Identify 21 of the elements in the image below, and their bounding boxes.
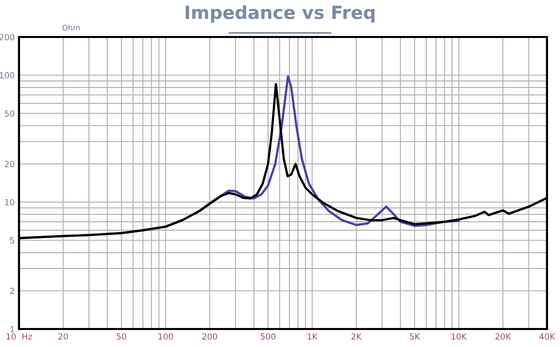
x-tick-label: 20: [58, 333, 68, 340]
x-tick-label: 1K: [308, 333, 318, 340]
chart-title: Impedance vs Freq: [186, 5, 374, 23]
y-tick-label: 2: [10, 288, 14, 294]
y-tick-label: 20: [4, 160, 14, 168]
x-tick-label: 5K: [410, 333, 420, 340]
x-tick-label: 20K: [495, 333, 512, 340]
y-tick-label: 10: [5, 199, 14, 206]
y-tick-label: 100: [0, 72, 14, 78]
x-tick-label: 10 Hz: [6, 333, 32, 340]
x-tick-label: 100: [158, 333, 173, 340]
x-tick-label: 500: [260, 333, 276, 340]
y-tick-label: 50: [4, 110, 14, 117]
x-tick-label: 2K: [352, 333, 362, 340]
x-tick-label: 40K: [539, 333, 556, 340]
x-tick-label: 10K: [452, 333, 467, 340]
y-tick-label: 1: [10, 326, 14, 332]
x-tick-label: 50: [116, 333, 126, 340]
y-tick-label: 5: [10, 237, 14, 244]
y-tick-label: 200: [0, 34, 14, 40]
x-tick-label: 200: [202, 333, 218, 340]
